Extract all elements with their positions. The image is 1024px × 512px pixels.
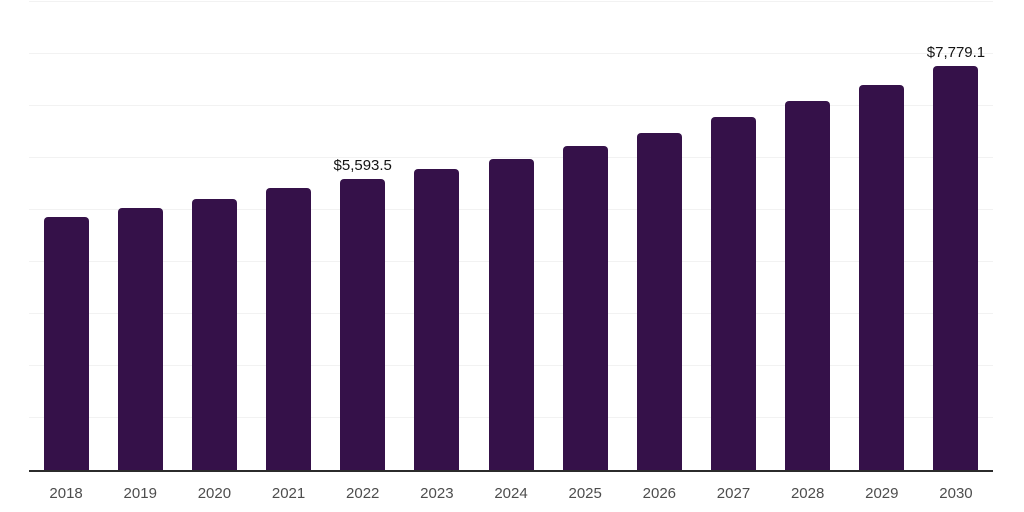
bar-slot-2026: [622, 2, 696, 470]
bar-2018: [43, 216, 89, 470]
x-tick-2029: 2029: [865, 485, 899, 502]
bar-2027: [710, 117, 756, 470]
bar-2021: [266, 188, 312, 470]
x-tick-2027: 2027: [716, 485, 751, 502]
bar-2022: $5,593.5: [334, 158, 392, 470]
bar-2030: $7,779.1: [927, 44, 985, 470]
x-tick-2018: 2018: [49, 485, 83, 502]
data-label-2030: $7,779.1: [926, 43, 986, 61]
bar-2025: [562, 145, 608, 470]
bars-row: $5,593.5 $7,779.1: [29, 2, 993, 470]
bar-2020: [191, 199, 237, 470]
bar-slot-2024: [474, 2, 548, 470]
x-axis: 2018 2019 2020 2021 2022 2023 2024 2025 2026 2027…: [29, 486, 993, 501]
x-tick-2024: 2024: [494, 485, 528, 502]
bar-2028: [785, 101, 831, 470]
gridline-6000: [29, 157, 993, 159]
x-tick-2028: 2028: [790, 485, 825, 502]
gridline-7000: [29, 105, 993, 106]
gridline-9000: [29, 1, 993, 2]
bar-slot-2028: [771, 2, 845, 470]
bar-slot-2027: [696, 2, 770, 470]
bar-slot-2021: [251, 2, 325, 470]
x-tick-2023: 2023: [420, 485, 454, 502]
x-tick-2020: 2020: [197, 485, 232, 502]
bar-slot-2022: $5,593.5: [326, 2, 400, 470]
bar-slot-2019: [103, 2, 177, 470]
bar-2023: [414, 169, 460, 470]
bar-slot-2030: $7,779.1: [919, 2, 993, 470]
x-tick-2030: 2030: [939, 485, 973, 502]
plot-area: $5,593.5 $7,779.1: [29, 1, 993, 472]
data-label-2022: $5,593.5: [333, 157, 392, 175]
bar-slot-2023: [400, 2, 474, 470]
bar-2019: [117, 207, 163, 470]
bar-2029: [859, 84, 905, 470]
x-tick-2019: 2019: [123, 485, 157, 502]
bar-2026: [636, 132, 682, 470]
x-tick-2021: 2021: [271, 485, 306, 502]
x-tick-2025: 2025: [568, 485, 602, 502]
bar-slot-2020: [177, 2, 251, 470]
bar-2024: [488, 158, 534, 470]
x-tick-2022: 2022: [346, 485, 380, 502]
bar-slot-2029: [845, 2, 919, 470]
x-tick-2026: 2026: [642, 485, 677, 502]
bar-slot-2018: [29, 2, 103, 470]
gridline-8000: [29, 53, 993, 54]
bar-slot-2025: [548, 2, 622, 470]
